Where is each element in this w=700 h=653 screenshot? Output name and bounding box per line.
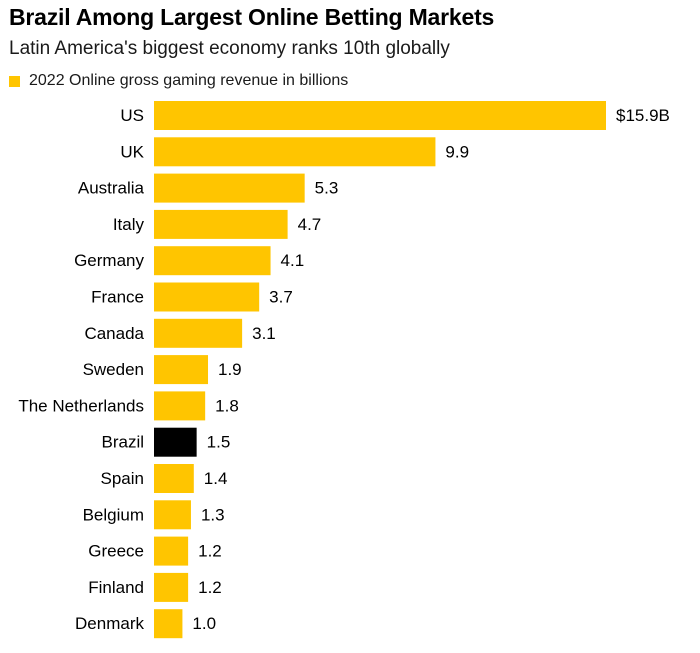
value-label-us: $15.9B — [616, 106, 670, 125]
value-label-the-netherlands: 1.8 — [215, 396, 239, 415]
bar-the-netherlands — [154, 391, 206, 421]
bar-spain — [154, 464, 194, 493]
bar-us — [154, 101, 606, 130]
value-label-brazil: 1.5 — [207, 433, 231, 452]
bar-france — [154, 282, 260, 312]
bar-denmark — [154, 609, 183, 639]
category-label-finland: Finland — [88, 578, 144, 597]
category-label-france: France — [91, 288, 144, 307]
value-label-sweden: 1.9 — [218, 360, 242, 379]
category-label-denmark: Denmark — [75, 614, 144, 633]
legend-swatch — [9, 75, 20, 87]
bar-belgium — [154, 500, 191, 530]
category-label-brazil: Brazil — [101, 433, 144, 452]
value-label-uk: 9.9 — [445, 142, 469, 161]
bar-uk — [154, 137, 436, 167]
category-label-australia: Australia — [78, 179, 145, 198]
value-label-canada: 3.1 — [252, 324, 276, 343]
category-label-greece: Greece — [88, 542, 144, 561]
value-label-finland: 1.2 — [198, 578, 222, 597]
category-label-canada: Canada — [84, 324, 144, 343]
category-label-uk: UK — [120, 142, 144, 161]
value-label-italy: 4.7 — [298, 215, 322, 234]
bar-germany — [154, 246, 271, 276]
category-label-belgium: Belgium — [83, 505, 144, 524]
bar-canada — [154, 318, 243, 348]
value-label-denmark: 1.0 — [192, 614, 216, 633]
value-label-spain: 1.4 — [204, 469, 228, 488]
chart-legend: 2022 Online gross gaming revenue in bill… — [9, 70, 348, 92]
bar-australia — [154, 173, 305, 203]
value-label-greece: 1.2 — [198, 542, 222, 561]
bar-italy — [154, 209, 288, 239]
category-label-germany: Germany — [74, 251, 144, 270]
bar-sweden — [154, 355, 209, 385]
category-label-spain: Spain — [101, 469, 144, 488]
value-label-australia: 5.3 — [315, 179, 339, 198]
chart-subtitle: Latin America's biggest economy ranks 10… — [9, 38, 450, 59]
category-label-us: US — [120, 106, 144, 125]
value-label-belgium: 1.3 — [201, 505, 225, 524]
chart-title: Brazil Among Largest Online Betting Mark… — [9, 4, 495, 30]
value-label-germany: 4.1 — [281, 251, 305, 270]
legend-label: 2022 Online gross gaming revenue in bill… — [29, 72, 349, 89]
category-label-sweden: Sweden — [83, 360, 144, 379]
bar-finland — [154, 572, 189, 602]
category-label-italy: Italy — [113, 215, 145, 234]
category-label-the-netherlands: The Netherlands — [18, 396, 144, 415]
value-label-france: 3.7 — [269, 288, 293, 307]
bar-brazil — [154, 427, 197, 457]
bar-greece — [154, 536, 189, 566]
